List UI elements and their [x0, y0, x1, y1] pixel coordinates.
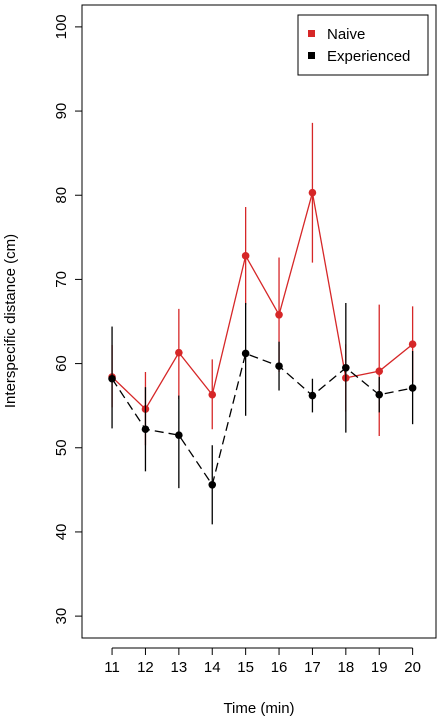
series-line-experienced: [111, 352, 413, 487]
x-tick-label-20: 20: [404, 659, 421, 676]
point-naive-14: [208, 390, 217, 399]
legend: Naive Experienced: [297, 14, 429, 76]
point-experienced-16: [275, 362, 283, 370]
x-tick-label-16: 16: [271, 659, 288, 676]
point-experienced-20: [408, 384, 417, 392]
x-tick-label-14: 14: [204, 659, 221, 676]
point-experienced-11: [108, 374, 116, 383]
legend-swatch-naive: [308, 30, 315, 37]
point-experienced-17: [308, 391, 317, 400]
point-naive-15: [241, 252, 250, 260]
plot-frame: [81, 4, 437, 639]
x-tick-label-15: 15: [237, 659, 254, 676]
point-experienced-14: [208, 481, 217, 489]
legend-box: [297, 14, 429, 76]
point-naive-17: [308, 188, 317, 197]
point-experienced-12: [141, 425, 150, 434]
series-line-naive: [111, 192, 414, 411]
y-tick-label-50: 50: [53, 439, 70, 456]
y-tick-label-60: 60: [53, 355, 70, 372]
y-tick-label-80: 80: [53, 187, 70, 204]
point-experienced-15: [241, 349, 250, 358]
legend-label-experienced: Experienced: [327, 48, 410, 65]
series-naive: [108, 122, 417, 446]
point-experienced-13: [175, 431, 183, 439]
y-tick-label-100: 100: [53, 14, 70, 39]
legend-label-naive: Naive: [327, 26, 365, 43]
x-axis-label: Time (min): [223, 700, 294, 717]
x-tick-label-11: 11: [104, 659, 120, 676]
x-axis: 11 12 13 14 15 16 17 18 19 20: [104, 647, 421, 676]
y-tick-label-90: 90: [53, 103, 70, 120]
legend-swatch-experienced: [308, 52, 315, 59]
x-tick-label-13: 13: [171, 659, 188, 676]
x-tick-label-17: 17: [304, 659, 321, 676]
series-layer: [108, 122, 417, 525]
x-tick-label-19: 19: [371, 659, 388, 676]
y-axis-label: Interspecific distance (cm): [2, 234, 19, 408]
y-tick-label-70: 70: [53, 271, 70, 288]
point-experienced-19: [375, 390, 384, 399]
y-tick-label-40: 40: [53, 524, 70, 541]
point-naive-13: [175, 348, 183, 357]
series-experienced: [108, 302, 417, 525]
x-tick-label-18: 18: [337, 659, 354, 676]
y-axis: 30 40 50 60 70 80 90 100: [53, 14, 82, 624]
x-tick-label-12: 12: [137, 659, 154, 676]
y-tick-label-30: 30: [53, 608, 70, 625]
point-naive-19: [375, 367, 384, 375]
point-naive-20: [408, 340, 417, 349]
point-experienced-18: [342, 363, 350, 372]
point-naive-16: [275, 310, 283, 319]
